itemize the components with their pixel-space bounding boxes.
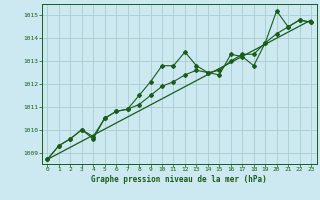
X-axis label: Graphe pression niveau de la mer (hPa): Graphe pression niveau de la mer (hPa) (91, 175, 267, 184)
